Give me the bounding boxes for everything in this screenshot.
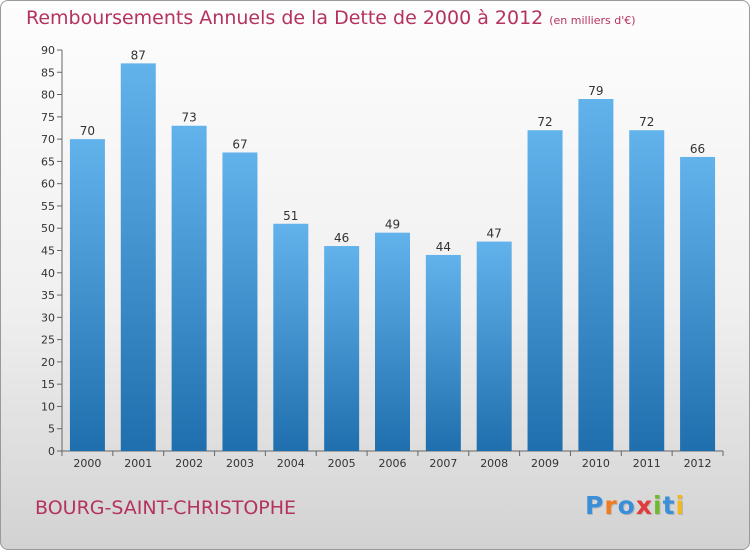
x-tick-label: 2011: [633, 457, 661, 470]
y-tick-label: 0: [48, 445, 55, 458]
data-label: 49: [385, 218, 400, 232]
x-tick-label: 2012: [684, 457, 712, 470]
bar: [425, 254, 461, 451]
proxiti-logo: Proxiti: [585, 491, 685, 520]
data-label: 44: [436, 240, 451, 254]
y-tick-label: 80: [41, 89, 55, 102]
logo-letter: t: [662, 491, 676, 520]
chart-unit: (en milliers d'€): [549, 14, 636, 27]
y-tick-label: 90: [41, 44, 55, 57]
bar: [578, 99, 614, 451]
bar: [171, 125, 207, 451]
data-labels: 70 87 73 67 51 46 49 44 47 72 79 72 66: [80, 48, 705, 254]
bars: [69, 63, 716, 451]
y-tick-label: 5: [48, 423, 55, 436]
bar: [120, 63, 156, 451]
y-tick-label: 50: [41, 222, 55, 235]
y-tick-label: 65: [41, 155, 55, 168]
x-tick-label: 2000: [73, 457, 101, 470]
chart-title-text: Remboursements Annuels de la Dette de 20…: [26, 7, 544, 29]
y-tick-label: 75: [41, 111, 55, 124]
y-tick-label: 20: [41, 356, 55, 369]
y-tick-label: 60: [41, 178, 55, 191]
logo-letter: r: [604, 491, 618, 520]
chart-title: Remboursements Annuels de la Dette de 20…: [26, 7, 636, 29]
x-tick-label: 2004: [277, 457, 305, 470]
bar: [629, 130, 665, 451]
y-tick-label: 70: [41, 133, 55, 146]
x-tick-label: 2003: [226, 457, 254, 470]
y-axis: 0 5 10 15 20 25 30 35 40 45 50 55 60 65 70 75 80 85 90: [41, 44, 63, 458]
y-tick-label: 40: [41, 267, 55, 280]
logo-letter: P: [585, 491, 605, 520]
y-tick-label: 10: [41, 400, 55, 413]
data-label: 67: [232, 137, 247, 151]
y-tick-label: 30: [41, 311, 55, 324]
x-axis: 2000 2001 2002 2003 2004 2005 2006 2007 2008 2009…: [61, 450, 724, 470]
x-tick-label: 2006: [379, 457, 407, 470]
bar: [476, 241, 512, 451]
y-tick-label: 45: [41, 245, 55, 258]
bar: [69, 139, 105, 451]
y-tick-label: 25: [41, 334, 55, 347]
x-tick-label: 2001: [124, 457, 152, 470]
y-tick-label: 15: [41, 378, 55, 391]
data-label: 66: [690, 142, 705, 156]
data-label: 47: [487, 227, 502, 241]
bar: [680, 156, 716, 451]
data-label: 70: [80, 124, 95, 138]
bar: [273, 223, 309, 451]
x-tick-label: 2007: [429, 457, 457, 470]
commune-name: BOURG-SAINT-CHRISTOPHE: [35, 497, 297, 519]
x-tick-label: 2005: [328, 457, 356, 470]
logo-letter: o: [617, 491, 636, 520]
bar: [324, 246, 360, 451]
data-label: 72: [537, 115, 552, 129]
data-label: 73: [181, 111, 196, 125]
y-tick-label: 55: [41, 200, 55, 213]
data-label: 87: [131, 48, 146, 62]
x-tick-label: 2008: [480, 457, 508, 470]
bar: [527, 130, 563, 451]
bar: [222, 152, 258, 451]
logo-letter: i: [653, 491, 663, 520]
y-tick-label: 85: [41, 66, 55, 79]
x-tick-label: 2009: [531, 457, 559, 470]
logo-letter: x: [635, 491, 653, 520]
logo-letter: i: [675, 491, 686, 520]
data-label: 72: [639, 115, 654, 129]
data-label: 46: [334, 231, 349, 245]
data-label: 51: [283, 209, 298, 223]
y-tick-label: 35: [41, 289, 55, 302]
bar: [375, 232, 410, 451]
data-label: 79: [588, 84, 603, 98]
x-tick-label: 2002: [175, 457, 203, 470]
x-tick-label: 2010: [582, 457, 610, 470]
